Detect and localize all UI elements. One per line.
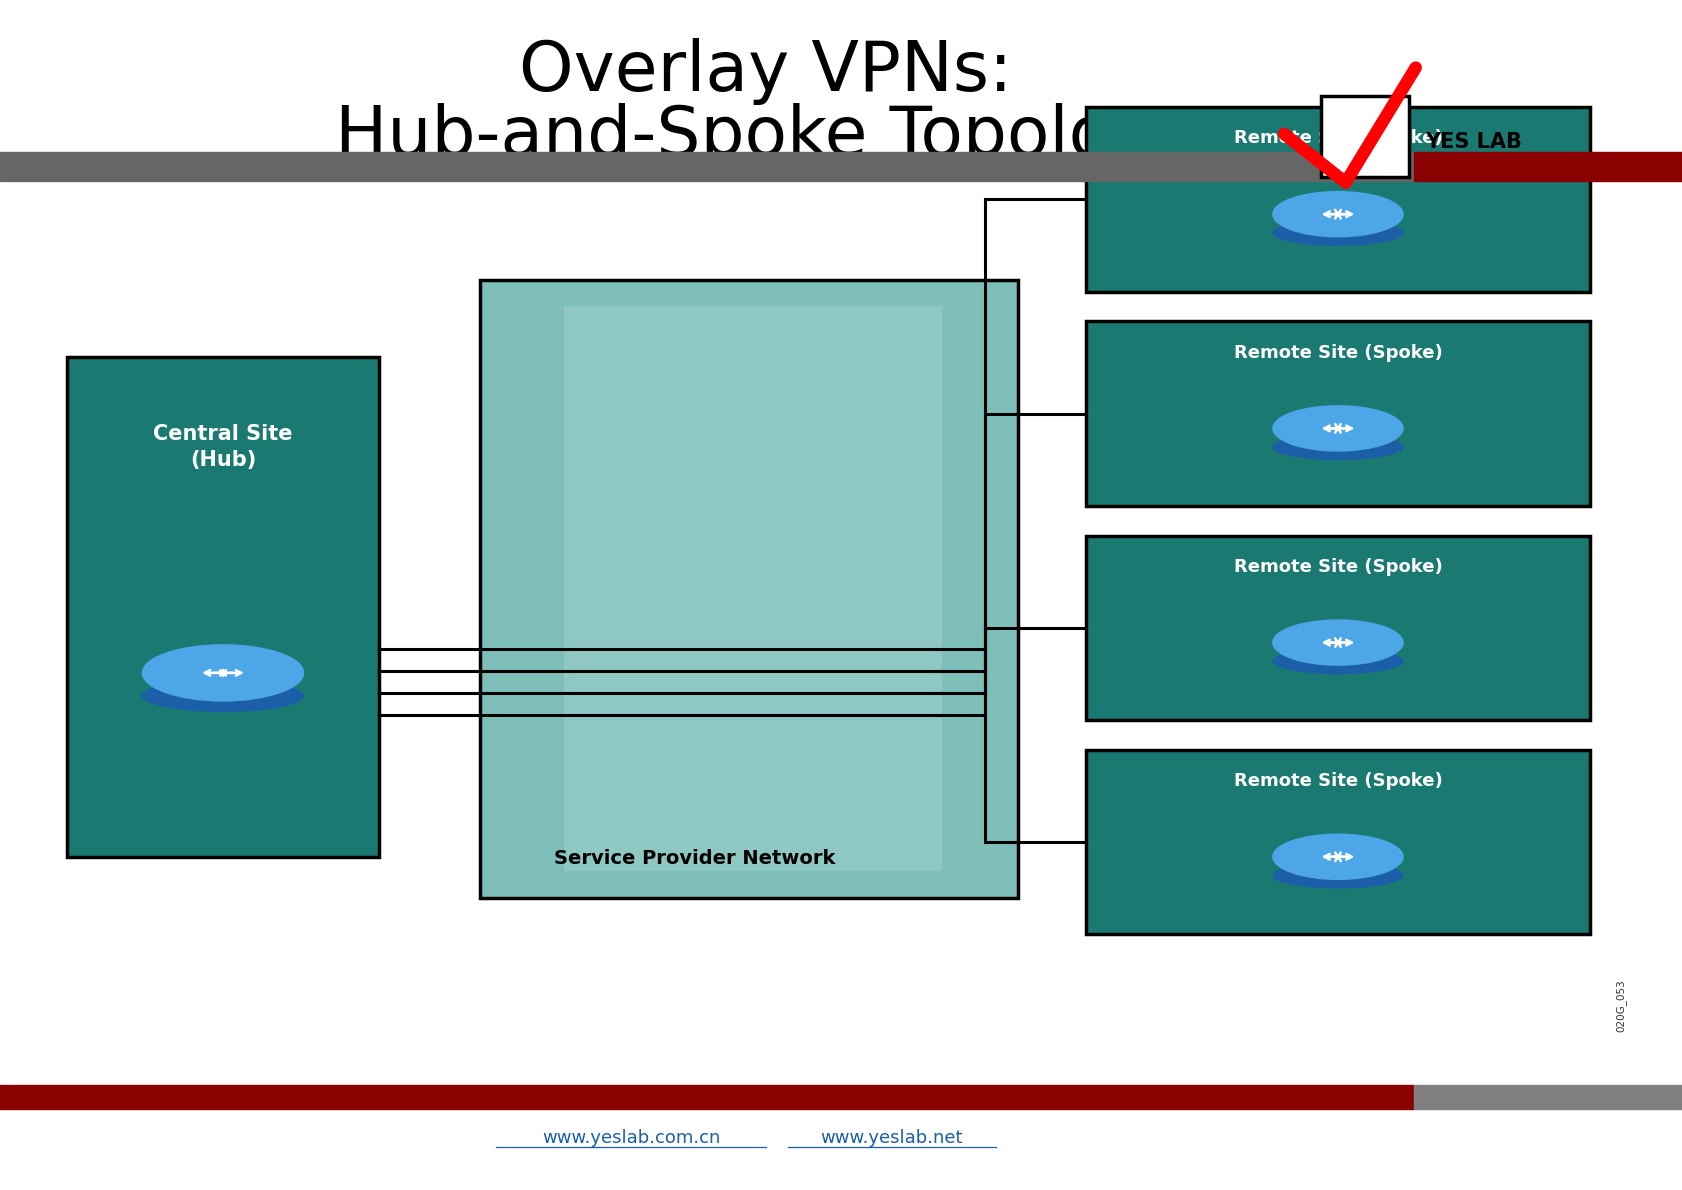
Ellipse shape [1272,190,1403,238]
Ellipse shape [1272,649,1403,675]
Text: Remote Site (Spoke): Remote Site (Spoke) [1233,558,1441,576]
Ellipse shape [1272,863,1403,889]
Text: 020G_053: 020G_053 [1615,979,1625,1032]
Bar [0,1085,1413,1109]
Text: www.yeslab.com.cn: www.yeslab.com.cn [542,1128,720,1147]
Text: Service Provider Network: Service Provider Network [553,848,836,868]
Bar [1320,96,1408,177]
Bar [1085,107,1589,292]
Text: Hub-and-Spoke Topology: Hub-and-Spoke Topology [335,104,1196,170]
Bar [1085,321,1589,506]
Ellipse shape [1272,220,1403,246]
Text: www.yeslab.net: www.yeslab.net [821,1128,962,1147]
Bar [67,357,378,857]
Ellipse shape [1272,833,1403,881]
Text: Central Site
(Hub): Central Site (Hub) [153,424,293,470]
Text: YES LAB: YES LAB [1425,132,1522,152]
Bar [0,152,1413,181]
Bar [1085,536,1589,720]
Text: Remote Site (Spoke): Remote Site (Spoke) [1233,130,1441,148]
Bar [1085,750,1589,934]
Text: Remote Site (Spoke): Remote Site (Spoke) [1233,772,1441,790]
Bar [479,280,1018,898]
Ellipse shape [141,679,304,712]
Text: Remote Site (Spoke): Remote Site (Spoke) [1233,344,1441,362]
Text: Overlay VPNs:: Overlay VPNs: [518,38,1013,105]
Bar [1413,152,1682,181]
Bar [1413,1085,1682,1109]
Ellipse shape [141,644,304,702]
Bar [563,306,942,871]
Ellipse shape [1272,434,1403,461]
Ellipse shape [1272,405,1403,452]
Ellipse shape [1272,619,1403,666]
